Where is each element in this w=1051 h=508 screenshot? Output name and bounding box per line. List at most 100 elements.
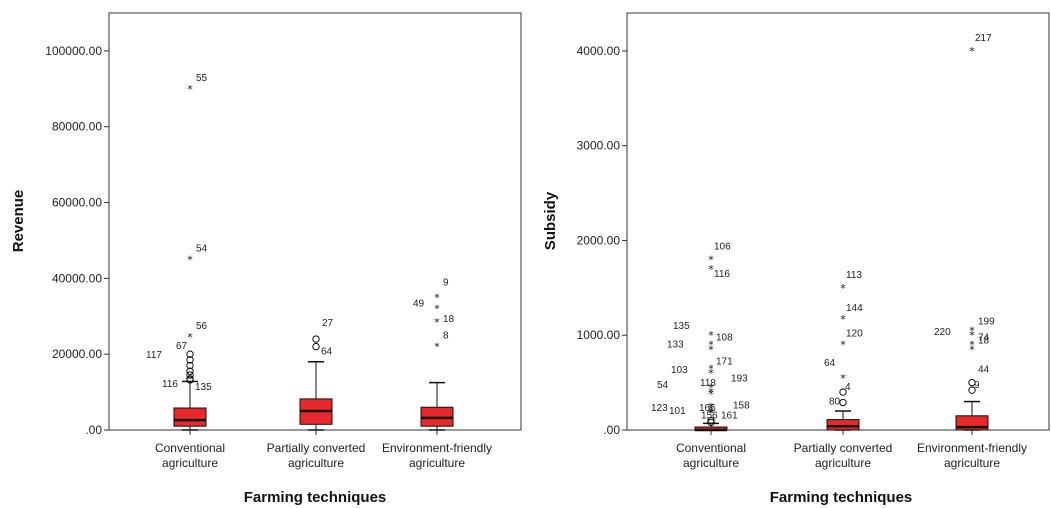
outlier-star: * (187, 331, 193, 344)
outlier-label: 118 (700, 378, 716, 389)
outlier-circle (186, 376, 194, 384)
y-tick-label: 1000.00 (577, 328, 621, 342)
x-category-label-line: Partially converted (267, 441, 366, 455)
outlier-star: * (969, 343, 975, 356)
outlier-label: 199 (978, 316, 995, 327)
outlier-label: 117 (146, 350, 162, 361)
outlier-label: 108 (716, 333, 733, 344)
outlier-circle (186, 361, 194, 370)
box (826, 419, 860, 431)
box (173, 407, 207, 427)
x-category-label: Partially converted agriculture (794, 441, 893, 470)
outlier-circle (968, 386, 976, 394)
x-category-label-line: Partially converted (794, 441, 893, 455)
x-category-label: Conventional agriculture (155, 441, 225, 470)
outlier-star: * (708, 381, 714, 394)
outlier-star: * (708, 386, 714, 399)
outlier-label: 64 (321, 347, 333, 358)
outlier-label: 123 (651, 403, 668, 414)
x-category-label: Conventional agriculture (676, 441, 746, 470)
y-axis-title: Subsidy (542, 191, 559, 250)
x-category-label-line: agriculture (162, 456, 218, 470)
y-tick-label: 60000.00 (52, 196, 102, 210)
outlier-label: 64 (824, 358, 836, 369)
outlier-label: 135 (673, 321, 690, 332)
outlier-label: 217 (975, 33, 992, 44)
outlier-label: 54 (196, 243, 208, 254)
outlier-star: * (708, 362, 714, 375)
x-category-label: Environment-friendly agriculture (917, 441, 1027, 470)
y-tick-label: 80000.00 (52, 120, 102, 134)
outlier-circle (839, 388, 847, 396)
outlier-circle (186, 371, 194, 379)
outlier-label: 116 (162, 379, 178, 390)
subsidy-boxplot-panel: .00 1000.00 2000.00 3000.00 4000.00 Conventio… (542, 12, 1050, 506)
outlier-label: 135 (195, 382, 212, 393)
outlier-star: * (708, 263, 714, 276)
x-axis-title: Farming techniques (770, 489, 913, 506)
x-category-label-line: agriculture (288, 456, 344, 470)
outlier-star: * (434, 303, 440, 316)
x-category-label-line: agriculture (409, 456, 465, 470)
outlier-label: 80 (829, 397, 841, 408)
outlier-label: 49 (413, 299, 425, 310)
outlier-star: * (434, 341, 440, 354)
outlier-circle (707, 416, 715, 425)
outlier-circle (707, 418, 715, 427)
y-tick-label: 4000.00 (577, 44, 621, 58)
x-axis-title: Farming techniques (244, 489, 387, 506)
plot-frame (108, 12, 522, 431)
outlier-circle (186, 356, 194, 364)
outlier-star: * (708, 406, 714, 419)
outlier-label: 193 (731, 373, 748, 384)
x-category-label-line: agriculture (683, 456, 739, 470)
outlier-star: * (840, 313, 846, 326)
outlier-star: * (708, 403, 714, 416)
x-category-label-line: Environment-friendly (917, 441, 1027, 455)
outlier-label: 4 (845, 382, 851, 393)
x-category-label-line: Conventional (676, 441, 746, 455)
y-tick-label: .00 (603, 423, 620, 437)
outlier-label: 133 (667, 339, 684, 350)
outlier-label: 18 (978, 335, 990, 346)
y-tick-label: 40000.00 (52, 271, 102, 285)
y-tick-label: 2000.00 (577, 233, 621, 247)
outlier-label: 144 (846, 303, 863, 314)
outlier-label: 101 (669, 406, 686, 417)
outlier-label: 8 (443, 331, 449, 342)
outlier-star: * (434, 291, 440, 304)
outlier-label: 106 (714, 241, 731, 252)
outlier-label: 27 (322, 318, 334, 329)
outlier-star: * (708, 343, 714, 356)
outlier-star: * (708, 367, 714, 380)
outlier-label: 56 (196, 321, 208, 332)
outlier-star: * (840, 282, 846, 295)
outlier-circle (839, 398, 847, 407)
outlier-star: * (708, 329, 714, 342)
outlier-label: 74 (978, 333, 990, 344)
outlier-label: 171 (716, 356, 733, 367)
outlier-star: * (708, 407, 714, 420)
outlier-star: * (969, 45, 975, 58)
outlier-label: 67 (176, 341, 188, 352)
outlier-label: 9 (974, 380, 980, 391)
outlier-label: 9 (443, 277, 449, 288)
x-category-label: Partially converted agriculture (267, 441, 366, 470)
x-category-label-line: Conventional (155, 441, 225, 455)
y-tick-label: 3000.00 (577, 139, 621, 153)
outlier-circle (312, 342, 320, 351)
outlier-star: * (708, 388, 714, 401)
outlier-star: * (187, 83, 193, 96)
outlier-star: * (187, 253, 193, 266)
outlier-label: 44 (978, 365, 990, 376)
outlier-circle (186, 350, 194, 358)
y-tick-label: 100000.00 (45, 44, 102, 58)
outlier-star: * (840, 339, 846, 352)
outlier-label: 156 (701, 410, 718, 421)
outlier-label: 54 (657, 380, 669, 391)
outlier-star: * (708, 339, 714, 352)
x-category-label-line: agriculture (815, 456, 871, 470)
outlier-label: 161 (721, 411, 738, 422)
outlier-star: * (708, 253, 714, 266)
